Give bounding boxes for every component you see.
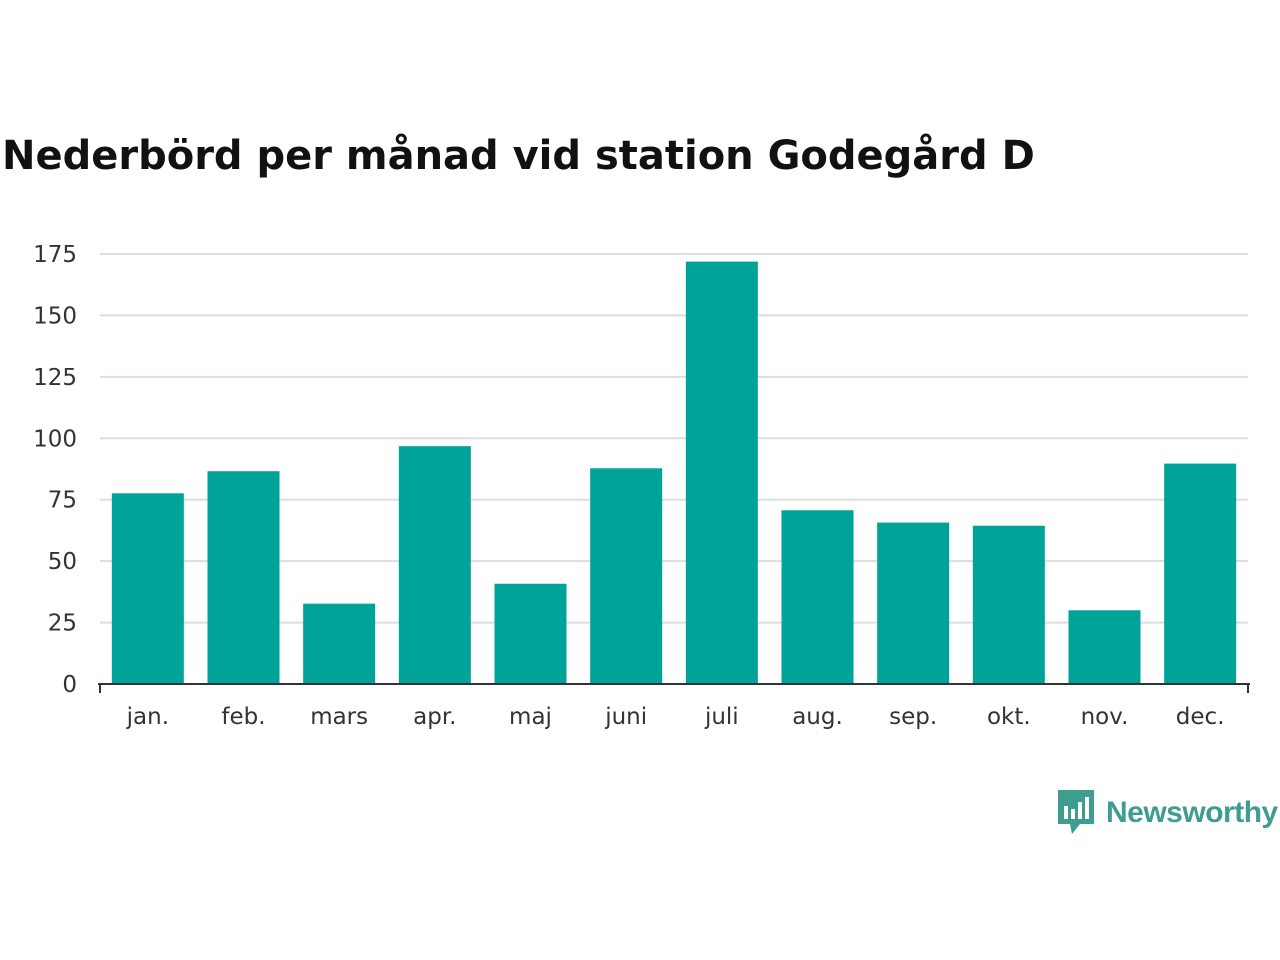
- x-tick-label-maj: maj: [509, 704, 552, 730]
- bar-okt: [972, 525, 1045, 684]
- bar-aug: [781, 510, 854, 684]
- bar-juni: [590, 468, 663, 684]
- x-axis: [98, 683, 1250, 693]
- x-tick-label-feb: feb.: [221, 704, 265, 730]
- y-tick-label-0: 0: [62, 672, 77, 698]
- newsworthy-logo: Newsworthy: [1058, 790, 1278, 836]
- x-tick-label-mars: mars: [310, 704, 368, 730]
- y-tick-label-150: 150: [33, 303, 77, 329]
- bar-mars: [303, 603, 376, 684]
- bars: [111, 261, 1237, 684]
- y-tick-label-50: 50: [48, 549, 77, 575]
- bar-nov: [1068, 610, 1141, 684]
- x-tick-label-sep: sep.: [889, 704, 937, 730]
- gridlines: [100, 253, 1248, 624]
- x-tick-label-jan: jan.: [126, 704, 169, 730]
- bar-juli: [685, 261, 758, 684]
- bar-sep: [877, 522, 950, 684]
- x-tick-label-aug: aug.: [792, 704, 843, 730]
- y-tick-label-125: 125: [33, 365, 77, 391]
- bar-jan: [111, 493, 184, 684]
- chart-title: Nederbörd per månad vid station Godegård…: [2, 133, 1035, 179]
- y-tick-labels: 0 25 50 75 100 125 150 175: [33, 242, 77, 698]
- bar-feb: [207, 471, 280, 684]
- x-tick-label-apr: apr.: [413, 704, 456, 730]
- x-tick-label-juli: juli: [704, 704, 739, 730]
- x-tick-label-okt: okt.: [987, 704, 1031, 730]
- y-tick-label-100: 100: [33, 426, 77, 452]
- logo-text: Newsworthy: [1106, 796, 1278, 829]
- x-tick-label-nov: nov.: [1081, 704, 1129, 730]
- x-tick-labels: jan. feb. mars apr. maj juni juli aug. sep. okt. n…: [126, 704, 1225, 730]
- bar-apr: [398, 446, 471, 684]
- chart-speech-bubble-icon: [1058, 790, 1094, 834]
- x-tick-label-dec: dec.: [1176, 704, 1225, 730]
- y-tick-label-175: 175: [33, 242, 77, 268]
- bar-dec: [1164, 463, 1237, 684]
- y-tick-label-25: 25: [48, 611, 77, 637]
- x-tick-label-juni: juni: [604, 704, 647, 730]
- y-tick-label-75: 75: [48, 488, 77, 514]
- bar-maj: [494, 583, 567, 684]
